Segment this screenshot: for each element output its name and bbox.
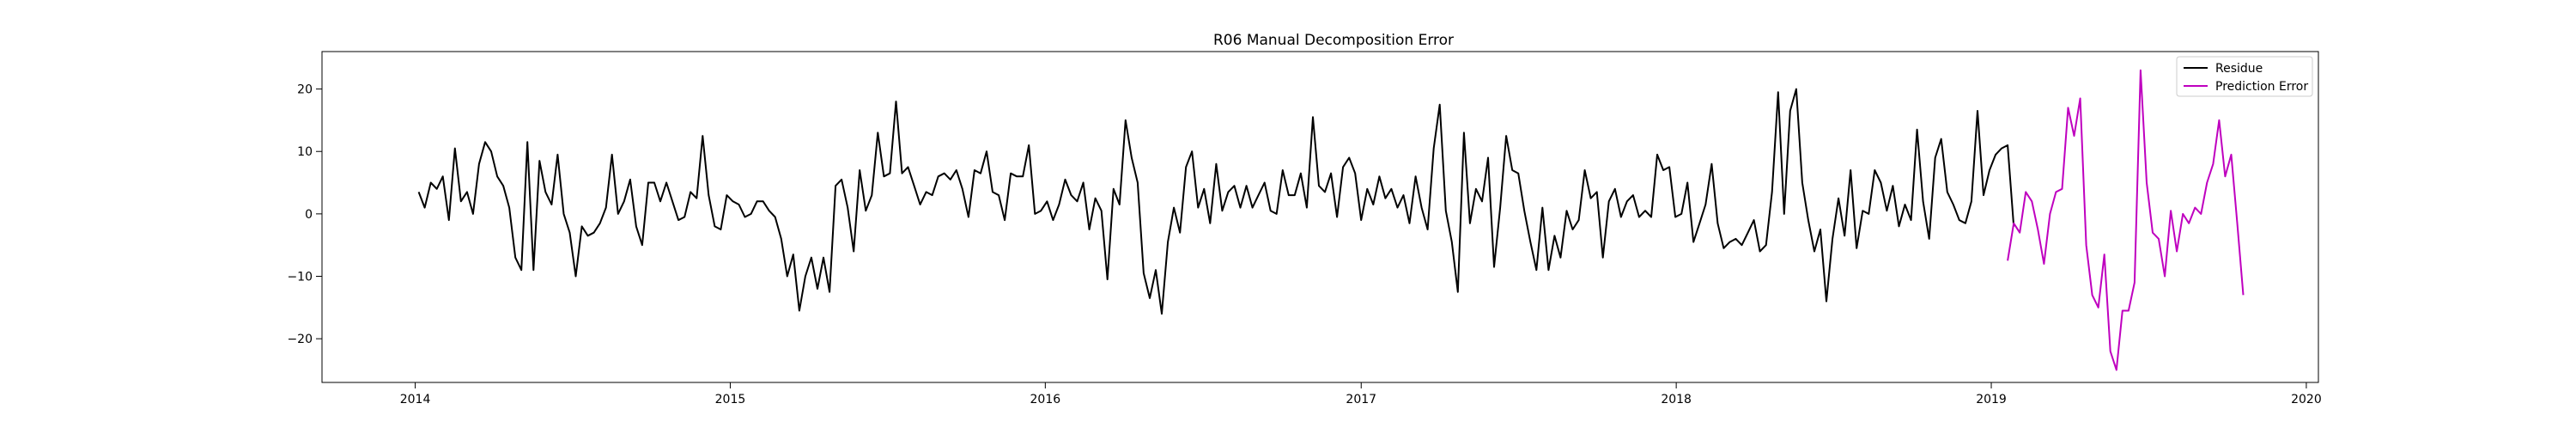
x-tick-label: 2016 — [1030, 393, 1061, 406]
series-line-residue — [417, 88, 2015, 315]
x-tick-label: 2018 — [1661, 393, 1692, 406]
x-tick-label: 2019 — [1976, 393, 2007, 406]
chart-title: R06 Manual Decomposition Error — [1213, 32, 1454, 49]
legend: Residue Prediction Error — [2176, 56, 2313, 97]
legend-label-prediction-error: Prediction Error — [2215, 80, 2308, 94]
legend-label-residue: Residue — [2215, 62, 2263, 76]
plot-area — [321, 51, 2319, 383]
y-tick-label: 10 — [297, 145, 313, 159]
y-axis: 20 10 0 −10 −20 — [287, 83, 322, 346]
x-tick-label: 2014 — [400, 393, 431, 406]
y-tick-label: −10 — [287, 271, 313, 284]
x-tick-label: 2015 — [715, 393, 746, 406]
y-tick-label: 20 — [297, 83, 313, 97]
y-tick-label: 0 — [305, 208, 313, 222]
y-tick-label: −20 — [287, 333, 313, 346]
x-axis: 2014 2015 2016 2017 2018 2019 2020 — [400, 382, 2322, 406]
series-layer — [417, 69, 2245, 371]
legend-box — [2176, 56, 2313, 97]
x-tick-label: 2020 — [2291, 393, 2322, 406]
x-tick-label: 2017 — [1346, 393, 1376, 406]
series-line-prediction-error — [2007, 69, 2245, 371]
